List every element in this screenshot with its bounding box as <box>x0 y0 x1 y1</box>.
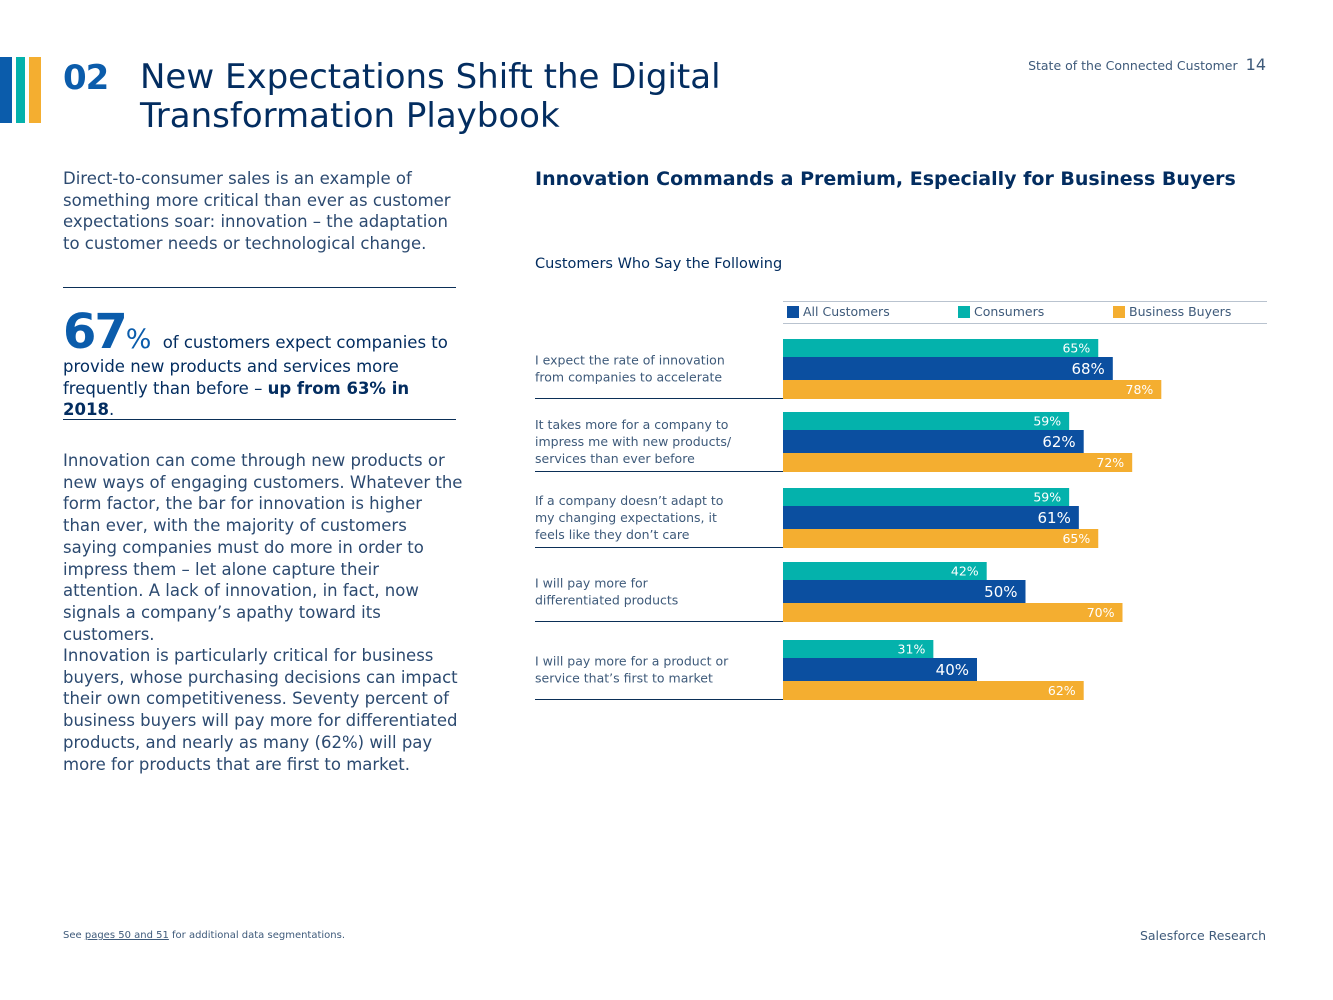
data-label-business-buyers-4: 70% <box>1087 605 1115 620</box>
stat-end: . <box>108 400 115 420</box>
stat-unit: % <box>125 324 152 355</box>
title-line-2: Transformation Playbook <box>140 96 560 136</box>
stripe-blue <box>0 57 12 123</box>
body-paragraph-1: Innovation can come through new products… <box>63 451 463 644</box>
data-label-all-customers-1: 68% <box>1071 360 1104 378</box>
section-number: 02 <box>63 58 109 98</box>
stripe-teal <box>16 57 25 123</box>
legend-label-consumers: Consumers <box>974 304 1044 319</box>
bar-consumers-2 <box>783 412 1070 430</box>
data-label-consumers-4: 42% <box>951 564 979 579</box>
footnote: See pages 50 and 51 for additional data … <box>63 930 345 941</box>
category-label-2-line-3: services than ever before <box>535 451 695 466</box>
section-color-stripes <box>0 57 41 123</box>
category-label-1-line-1: I expect the rate of innovation <box>535 353 725 368</box>
bar-all-customers-3 <box>783 506 1079 529</box>
stat-text: of customers expect companies to provide… <box>63 333 448 398</box>
stat-value: 67 <box>63 304 128 360</box>
category-label-3-line-2: my changing expectations, it <box>535 510 717 525</box>
bar-business-buyers-1 <box>783 380 1162 399</box>
data-label-business-buyers-5: 62% <box>1048 683 1076 698</box>
bar-business-buyers-4 <box>783 603 1123 622</box>
bar-all-customers-1 <box>783 357 1113 380</box>
bar-all-customers-2 <box>783 430 1084 453</box>
body-paragraph-2: Innovation is particularly critical for … <box>63 646 458 774</box>
category-label-4-line-1: I will pay more for <box>535 576 649 591</box>
key-stat: 67% of customers expect companies to pro… <box>63 308 458 421</box>
category-label-5-line-2: service that’s first to market <box>535 671 713 686</box>
stripe-gap <box>25 57 29 123</box>
divider-bottom <box>63 419 456 420</box>
intro-paragraph: Direct-to-consumer sales is an example o… <box>63 169 451 254</box>
footnote-before: See <box>63 930 82 941</box>
title-line-1: New Expectations Shift the Digital <box>140 57 721 97</box>
category-label-5-line-1: I will pay more for a product or <box>535 654 729 669</box>
category-label-4-line-2: differentiated products <box>535 593 678 608</box>
data-label-all-customers-4: 50% <box>984 583 1017 601</box>
legend-label-business-buyers: Business Buyers <box>1129 304 1231 319</box>
footnote-link[interactable]: pages 50 and 51 <box>84 930 169 941</box>
data-label-business-buyers-2: 72% <box>1096 455 1124 470</box>
report-name: State of the Connected Customer <box>1028 58 1238 73</box>
stripe-yellow <box>29 57 41 123</box>
data-label-all-customers-5: 40% <box>936 661 969 679</box>
data-label-business-buyers-1: 78% <box>1126 382 1154 397</box>
category-label-2-line-1: It takes more for a company to <box>535 417 728 432</box>
bar-consumers-4 <box>783 562 987 580</box>
bar-consumers-5 <box>783 640 934 658</box>
stat-highlight: up from 63% in 2018 <box>63 378 410 420</box>
data-label-consumers-5: 31% <box>898 642 926 657</box>
data-label-consumers-2: 59% <box>1033 414 1061 429</box>
running-head: State of the Connected Customer 14 <box>1028 55 1266 74</box>
data-label-all-customers-3: 61% <box>1038 509 1071 527</box>
data-label-business-buyers-3: 65% <box>1062 531 1090 546</box>
chart-subtitle: Customers Who Say the Following <box>535 256 783 272</box>
bar-all-customers-5 <box>783 658 977 681</box>
legend-swatch-business-buyers <box>1113 306 1125 318</box>
category-label-1-line-2: from companies to accelerate <box>535 370 722 385</box>
bar-business-buyers-2 <box>783 453 1133 472</box>
bar-business-buyers-5 <box>783 681 1084 700</box>
category-label-3-line-3: feels like they don’t care <box>535 527 690 542</box>
legend-label-all-customers: All Customers <box>803 304 890 319</box>
page-title: New Expectations Shift the Digital Trans… <box>140 58 840 136</box>
legend-swatch-consumers <box>958 306 970 318</box>
footer-brand: Salesforce Research <box>1139 928 1266 943</box>
data-label-all-customers-2: 62% <box>1042 433 1075 451</box>
chart-title: Innovation Commands a Premium, Especiall… <box>535 168 1236 190</box>
page-number: 14 <box>1245 55 1266 74</box>
legend-swatch-all-customers <box>787 306 799 318</box>
bar-consumers-3 <box>783 488 1070 506</box>
footnote-after: for additional data segmentations. <box>172 930 346 941</box>
category-label-2-line-2: impress me with new products/ <box>535 434 732 449</box>
stripe-gap <box>12 57 16 123</box>
data-label-consumers-1: 65% <box>1062 341 1090 356</box>
bar-all-customers-4 <box>783 580 1026 603</box>
bar-business-buyers-3 <box>783 529 1099 548</box>
category-label-3-line-1: If a company doesn’t adapt to <box>535 493 723 508</box>
bar-consumers-1 <box>783 339 1099 357</box>
data-label-consumers-3: 59% <box>1033 490 1061 505</box>
divider-top <box>63 287 456 288</box>
